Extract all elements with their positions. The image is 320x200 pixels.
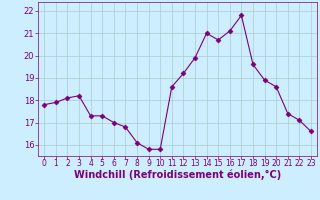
X-axis label: Windchill (Refroidissement éolien,°C): Windchill (Refroidissement éolien,°C) [74,169,281,180]
